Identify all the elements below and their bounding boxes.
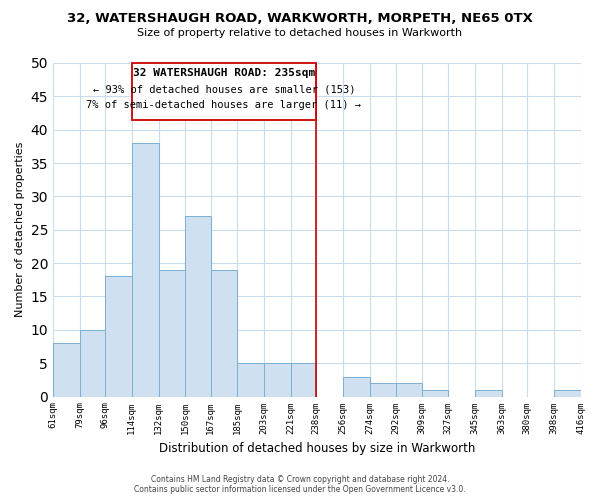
Bar [237,363,264,396]
Text: Size of property relative to detached houses in Warkworth: Size of property relative to detached ho… [137,28,463,38]
Bar [105,276,132,396]
Bar [211,270,237,396]
Bar [185,216,211,396]
Bar [343,376,370,396]
Y-axis label: Number of detached properties: Number of detached properties [15,142,25,318]
Bar [396,383,422,396]
Bar [370,383,396,396]
Bar [291,363,316,396]
Text: ← 93% of detached houses are smaller (153): ← 93% of detached houses are smaller (15… [92,84,355,94]
Text: 32, WATERSHAUGH ROAD, WARKWORTH, MORPETH, NE65 0TX: 32, WATERSHAUGH ROAD, WARKWORTH, MORPETH… [67,12,533,26]
Text: 7% of semi-detached houses are larger (11) →: 7% of semi-detached houses are larger (1… [86,100,361,110]
Bar [422,390,448,396]
Bar [132,63,316,120]
Text: Contains HM Land Registry data © Crown copyright and database right 2024.
Contai: Contains HM Land Registry data © Crown c… [134,474,466,494]
X-axis label: Distribution of detached houses by size in Warkworth: Distribution of detached houses by size … [158,442,475,455]
Bar [53,343,80,396]
Bar [158,270,185,396]
Bar [264,363,291,396]
Bar [554,390,581,396]
Text: 32 WATERSHAUGH ROAD: 235sqm: 32 WATERSHAUGH ROAD: 235sqm [133,68,315,78]
Bar [80,330,105,396]
Bar [475,390,502,396]
Bar [132,143,158,397]
